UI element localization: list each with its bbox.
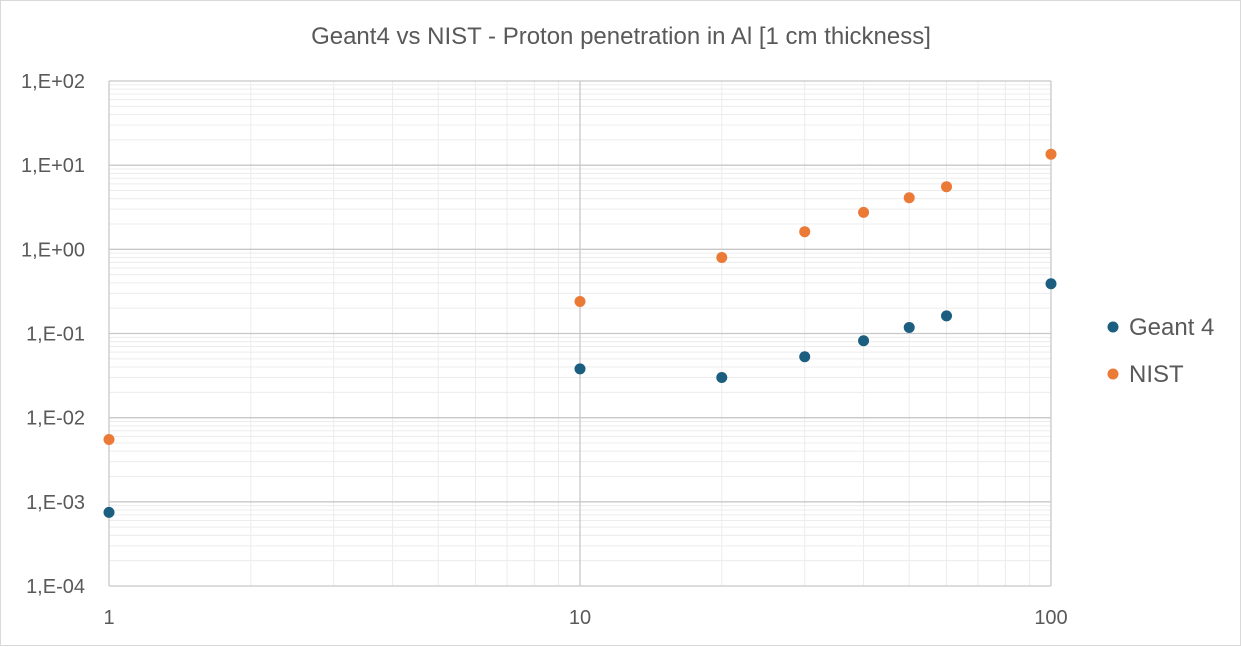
data-point	[574, 363, 586, 375]
y-tick-label: 1,E-03	[26, 492, 85, 514]
x-tick-label: 100	[1034, 607, 1067, 629]
data-point	[716, 251, 728, 263]
data-point	[716, 372, 728, 384]
data-point	[858, 335, 870, 347]
y-tick-label: 1,E+00	[21, 239, 85, 261]
data-point	[941, 181, 953, 193]
grid	[108, 80, 1052, 587]
data-point	[799, 351, 811, 363]
data-point	[1045, 278, 1057, 290]
data-point	[574, 295, 586, 307]
y-tick-label: 1,E-01	[26, 324, 85, 346]
series-nist	[103, 148, 1057, 446]
legend-marker	[1107, 321, 1119, 333]
data-point	[103, 506, 115, 518]
chart-title: Geant4 vs NIST - Proton penetration in A…	[311, 23, 931, 50]
data-point	[103, 434, 115, 446]
legend-label: Geant 4	[1129, 314, 1214, 341]
x-axis-tick-labels: 1 10 100	[103, 607, 1067, 629]
data-point	[941, 310, 953, 322]
legend: Geant 4 NIST	[1107, 314, 1214, 388]
data-point	[858, 206, 870, 218]
y-tick-label: 1,E+01	[21, 155, 85, 177]
data-point	[903, 321, 915, 333]
data-point	[799, 226, 811, 238]
data-points	[103, 148, 1057, 518]
x-tick-label: 10	[569, 607, 591, 629]
y-axis-tick-labels: 1,E-04 1,E-03 1,E-02 1,E-01 1,E+00 1,E+01 1,E+…	[21, 71, 85, 598]
data-point	[1045, 148, 1057, 160]
legend-marker	[1107, 368, 1119, 380]
data-point	[903, 192, 915, 204]
y-tick-label: 1,E-04	[26, 576, 85, 598]
x-tick-label: 1	[103, 607, 114, 629]
y-tick-label: 1,E-02	[26, 408, 85, 430]
legend-label: NIST	[1129, 361, 1184, 388]
series-geant-4	[103, 278, 1057, 518]
y-tick-label: 1,E+02	[21, 71, 85, 93]
